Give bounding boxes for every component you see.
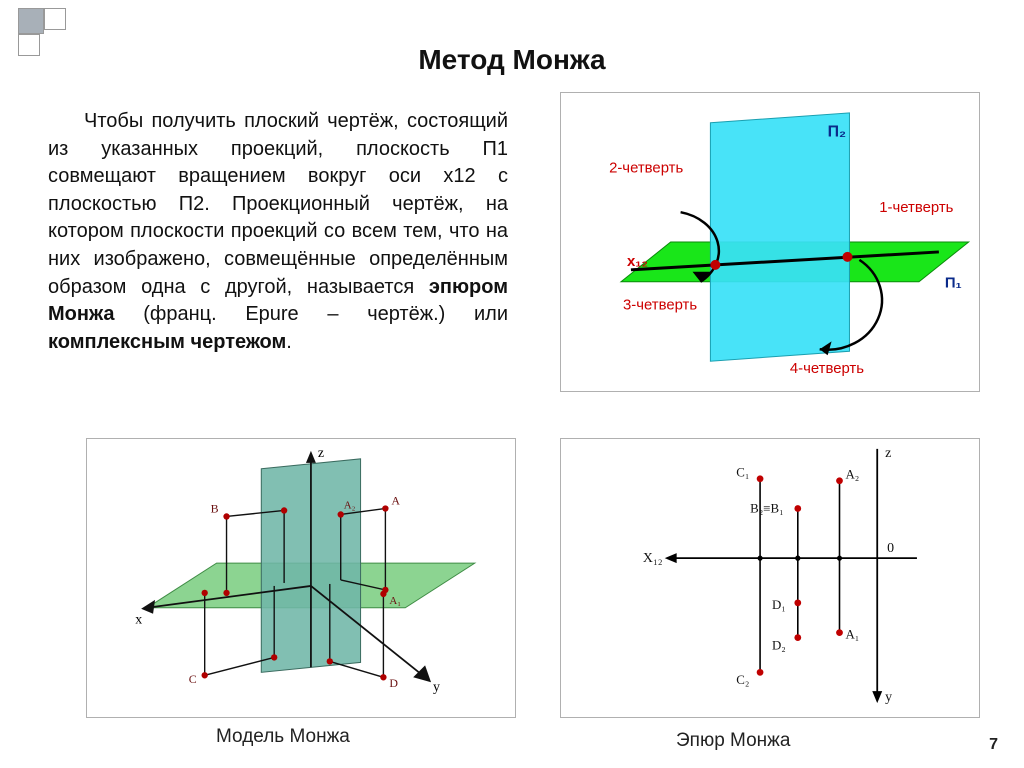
paragraph-text: . <box>286 331 292 353</box>
axis-tick <box>795 556 800 561</box>
epure-point <box>794 505 801 512</box>
epure-point <box>836 629 843 636</box>
axis-tick <box>757 556 762 561</box>
figure-quarters: П₂ П₁ 2-четверть 1-четверть 3-четверть 4… <box>560 92 980 392</box>
frontal-plane <box>710 113 849 361</box>
pt-label: B <box>211 501 219 515</box>
point-c1 <box>202 590 208 596</box>
point-a <box>382 505 388 511</box>
epure-point <box>794 599 801 606</box>
figure-caption: Эпюр Монжа <box>676 730 790 752</box>
label-pi1: П₁ <box>945 276 962 292</box>
arrowhead-icon <box>141 600 155 614</box>
page-number: 7 <box>989 736 998 754</box>
arrowhead-icon <box>306 451 316 463</box>
axis-dot <box>843 252 853 262</box>
point-b <box>223 513 229 519</box>
slide-title: Метод Монжа <box>0 44 1024 76</box>
axis-label-x: X₁₂ <box>643 551 663 566</box>
point-d1 <box>380 591 386 597</box>
epure-point-label: C₂ <box>736 673 749 687</box>
epure-point <box>757 475 764 482</box>
decoration-square <box>18 8 44 34</box>
label-x12: x₁₂ <box>627 254 648 270</box>
point-d2 <box>327 658 333 664</box>
figure-caption: Модель Монжа <box>216 726 350 748</box>
label-q4: 4-четверть <box>790 361 864 377</box>
pt-label: D <box>389 676 398 690</box>
axis-label-y: y <box>885 690 892 705</box>
epure-point <box>836 477 843 484</box>
axis-label-x: x <box>135 613 142 628</box>
decoration-square <box>44 8 66 30</box>
label-q3: 3-четверть <box>623 298 697 314</box>
axis-dot <box>710 260 720 270</box>
paragraph-text: (франц. Epure – чертёж.) или <box>115 303 508 325</box>
epure-point-label: A₂ <box>845 468 859 482</box>
arrowhead-icon <box>665 553 677 563</box>
epure-point-label: C₁ <box>736 466 749 480</box>
paragraph-bold: комплексным чертежом <box>48 331 286 353</box>
arrowhead-icon <box>872 691 882 703</box>
axis-tick <box>837 556 842 561</box>
point-a2 <box>338 511 344 517</box>
epure-point-label: A₁ <box>845 628 859 642</box>
epure-point <box>794 634 801 641</box>
pt-label: A <box>391 494 400 508</box>
arrowhead-icon <box>413 665 431 682</box>
point-b1 <box>223 590 229 596</box>
body-paragraph: Чтобы получить плоский чертёж, состоящий… <box>48 108 508 356</box>
epure-point-label: D₁ <box>772 598 786 612</box>
epure-point-label: B₂≡B₁ <box>750 501 783 515</box>
epure-point <box>757 669 764 676</box>
pt-label: A₂ <box>344 500 356 512</box>
point-d <box>380 674 386 680</box>
label-q2: 2-четверть <box>609 160 683 176</box>
pt-label: A₁ <box>389 595 401 607</box>
figure-monge-epure: X₁₂ 0 z y C₁ A₂ B₂≡B₁ D₁ A₁ D₂ C₂ <box>560 438 980 718</box>
epure-point-label: D₂ <box>772 638 786 652</box>
figure-monge-model: z x y A A₁ A₂ B <box>86 438 516 718</box>
point-c2 <box>271 654 277 660</box>
axis-label-o: 0 <box>887 541 894 556</box>
label-q1: 1-четверть <box>879 200 953 216</box>
point-c <box>202 672 208 678</box>
point-b2 <box>281 507 287 513</box>
pt-label: C <box>189 672 197 686</box>
paragraph-text: Чтобы получить плоский чертёж, состоящий… <box>48 110 508 298</box>
axis-label-y: y <box>433 680 440 695</box>
axis-label-z: z <box>318 446 324 461</box>
axis-label-z: z <box>885 446 891 461</box>
label-pi2: П₂ <box>828 124 846 141</box>
